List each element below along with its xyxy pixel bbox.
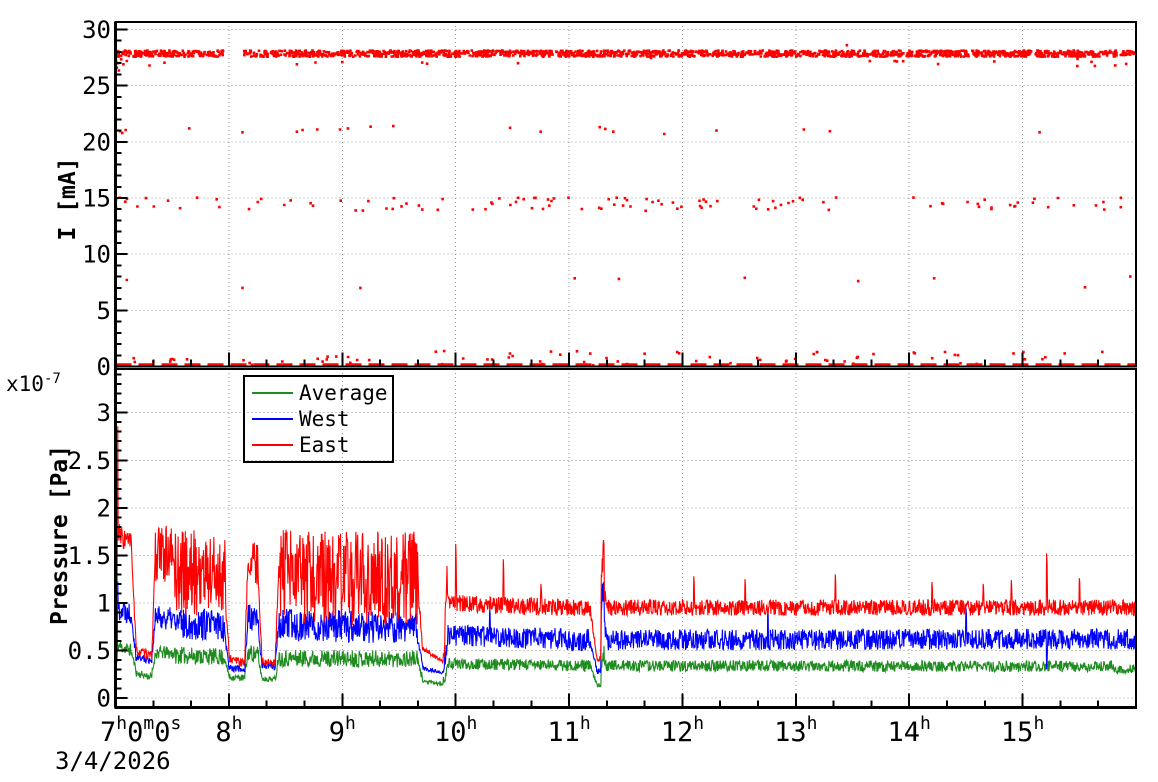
x-label-sup: h xyxy=(1033,713,1044,734)
legend: Average West East xyxy=(243,375,394,463)
x-label-sup: s xyxy=(170,713,181,734)
x-tick-label-hour: 14h xyxy=(888,713,931,748)
x-label-base: 0 xyxy=(154,717,170,748)
x-label-base: 9 xyxy=(329,717,345,748)
scatter-band-main-28mA xyxy=(115,49,1136,68)
x-label-base: 0 xyxy=(127,717,143,748)
y-tick-label-current: 10 xyxy=(82,241,111,269)
pressure-series-group xyxy=(115,426,1136,688)
x-label-sup: h xyxy=(807,713,818,734)
legend-line-sample xyxy=(252,418,293,420)
x-label-sup: h xyxy=(693,713,704,734)
grid-lines xyxy=(115,22,1136,708)
x-tick-label-hour: 13h xyxy=(774,713,817,748)
x-label-base: 14 xyxy=(888,717,921,748)
x-tick-label-hour: 10h xyxy=(434,713,477,748)
x-label-sup: h xyxy=(580,713,591,734)
legend-entry-average: Average xyxy=(252,381,392,405)
legend-label: Average xyxy=(299,380,388,405)
y-tick-label-pressure: 2.5 xyxy=(68,447,111,475)
legend-line-sample xyxy=(252,392,293,394)
y-tick-label-current: 30 xyxy=(82,16,111,44)
x-tick-label-first: 7h0m0s xyxy=(100,713,181,748)
x-tick-label-hour: 8h xyxy=(215,713,242,748)
series-east-line xyxy=(115,426,1136,668)
legend-label: East xyxy=(299,432,350,457)
x-tick-label-hour: 12h xyxy=(661,713,704,748)
legend-entry-west: West xyxy=(252,407,392,431)
x-label-base: 11 xyxy=(547,717,580,748)
x-label-sup: h xyxy=(920,713,931,734)
pressure-axis-title: Pressure [Pa] xyxy=(47,445,73,626)
current-panel-frame xyxy=(114,20,1138,368)
x-label-sup: h xyxy=(467,713,478,734)
y-tick-label-current: 15 xyxy=(82,185,111,213)
x-label-base: 8 xyxy=(215,717,231,748)
x-label-base: 7 xyxy=(100,717,116,748)
scale-base: x10 xyxy=(6,372,44,396)
y-tick-label-current: 25 xyxy=(82,72,111,100)
series-average-line xyxy=(115,637,1136,688)
scatter-band-14mA xyxy=(115,196,1123,213)
axis-ticks xyxy=(114,28,1137,708)
legend-entry-east: East xyxy=(252,433,392,457)
legend-line-sample xyxy=(252,444,293,446)
scatter-sparse-points xyxy=(115,43,1132,290)
y-tick-label-pressure: 0.5 xyxy=(68,637,111,665)
y-tick-label-pressure: 1.5 xyxy=(68,542,111,570)
y-tick-label-current: 5 xyxy=(97,297,111,325)
x-tick-label-hour: 9h xyxy=(329,713,356,748)
x-tick-label-hour: 11h xyxy=(547,713,590,748)
scale-exponent: -7 xyxy=(43,371,61,387)
legend-label: West xyxy=(299,406,350,431)
x-label-sup: h xyxy=(232,713,243,734)
x-label-base: 10 xyxy=(434,717,467,748)
x-label-sup: h xyxy=(116,713,127,734)
x-label-sup: h xyxy=(345,713,356,734)
current-scatter-group xyxy=(115,43,1136,367)
x-label-sup: m xyxy=(143,713,154,734)
x-label-base: 12 xyxy=(661,717,694,748)
x-tick-label-hour: 15h xyxy=(1001,713,1044,748)
y-tick-label-pressure: 0 xyxy=(97,685,111,713)
y-tick-label-pressure: 3 xyxy=(97,399,111,427)
pressure-scale-factor: x10-7 xyxy=(6,371,61,396)
x-label-base: 13 xyxy=(774,717,807,748)
date-label: 3/4/2026 xyxy=(55,747,171,775)
x-label-base: 15 xyxy=(1001,717,1034,748)
y-tick-label-pressure: 2 xyxy=(97,494,111,522)
y-tick-label-current: 0 xyxy=(97,353,111,381)
current-axis-title: I [mA] xyxy=(55,157,81,241)
y-tick-label-current: 20 xyxy=(82,128,111,156)
y-tick-label-pressure: 1 xyxy=(97,589,111,617)
